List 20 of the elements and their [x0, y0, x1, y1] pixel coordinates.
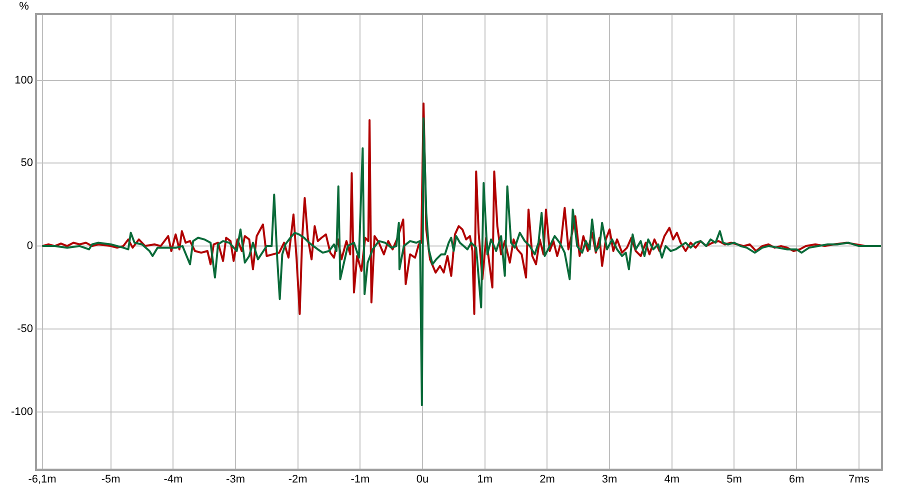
y-tick-label: -100 [10, 406, 34, 418]
x-tick-label: -2m [288, 473, 308, 486]
y-tick-label: 50 [20, 157, 34, 170]
x-tick-label: -1m [350, 473, 370, 486]
x-tick-label: 2m [540, 473, 555, 486]
y-tick-label: -50 [17, 322, 34, 335]
x-tick-label: 1m [477, 473, 493, 486]
y-axis-title: % [19, 0, 30, 13]
x-tick-label: 0u [416, 473, 429, 486]
x-tick-label: -3m [226, 473, 245, 486]
x-tick-label: 6m [788, 473, 804, 486]
y-tick-label: 0 [26, 240, 34, 252]
x-tick-label: 4m [664, 473, 680, 486]
x-tick-label: -4m [164, 473, 183, 486]
y-tick-label: 100 [14, 74, 34, 86]
x-tick-label: -5m [101, 473, 120, 486]
x-tick-label: -6,1m [28, 473, 56, 486]
x-tick-label: 3m [602, 473, 618, 486]
x-tick-label: 5m [726, 473, 742, 486]
x-tick-label: 7ms [848, 473, 870, 486]
